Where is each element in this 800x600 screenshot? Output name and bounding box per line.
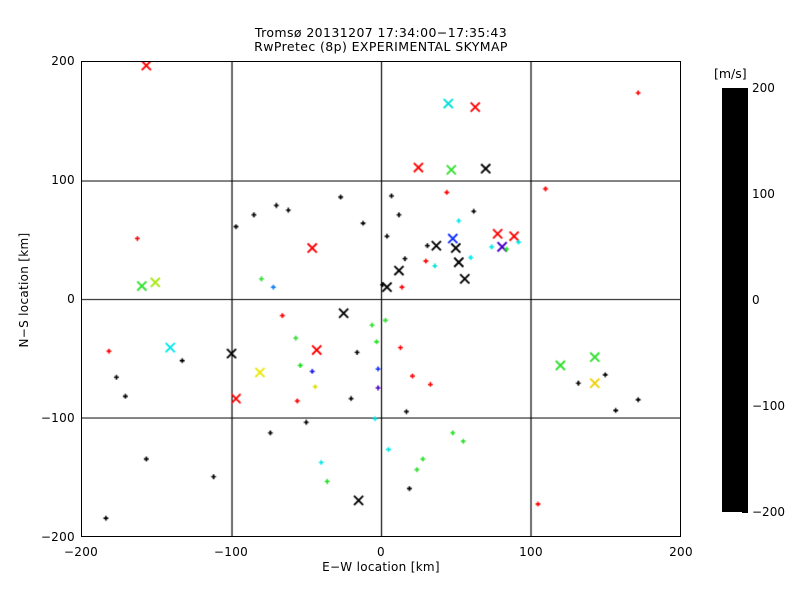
colorbar-tick-label: −200 xyxy=(752,505,785,519)
x-axis-label: E−W location [km] xyxy=(322,560,440,574)
colorbar-tick xyxy=(742,406,748,407)
x-tick-label: −200 xyxy=(63,545,99,559)
y-tick-label: 0 xyxy=(67,292,75,306)
title-line-2: RwPretec (8p) EXPERIMENTAL SKYMAP xyxy=(254,39,508,54)
y-tick-label: 100 xyxy=(51,173,75,187)
x-tick-label: 0 xyxy=(377,545,385,559)
title-line-1: Tromsø 20131207 17:34:00−17:35:43 xyxy=(254,25,508,40)
scatter-canvas xyxy=(82,62,680,536)
plot-area xyxy=(81,61,681,537)
x-tick-label: 200 xyxy=(669,545,693,559)
colorbar-unit-label: [m/s] xyxy=(714,66,747,81)
colorbar-tick xyxy=(742,300,748,301)
y-tick-label: 200 xyxy=(51,54,75,68)
y-axis-label: N−S location [km] xyxy=(17,232,31,348)
x-tick-label: 100 xyxy=(519,545,543,559)
colorbar-tick-label: 0 xyxy=(752,293,760,307)
colorbar-tick xyxy=(742,512,748,513)
y-tick-label: −100 xyxy=(40,411,75,425)
colorbar-tick-label: −100 xyxy=(752,399,785,413)
colorbar-tick-label: 100 xyxy=(752,187,775,201)
plot-title: Tromsø 20131207 17:34:00−17:35:43 RwPret… xyxy=(81,26,681,54)
colorbar-tick xyxy=(742,88,748,89)
colorbar-tick xyxy=(742,194,748,195)
x-tick-label: −100 xyxy=(213,545,249,559)
colorbar-tick-label: 200 xyxy=(752,81,775,95)
y-tick-label: −200 xyxy=(40,530,75,544)
